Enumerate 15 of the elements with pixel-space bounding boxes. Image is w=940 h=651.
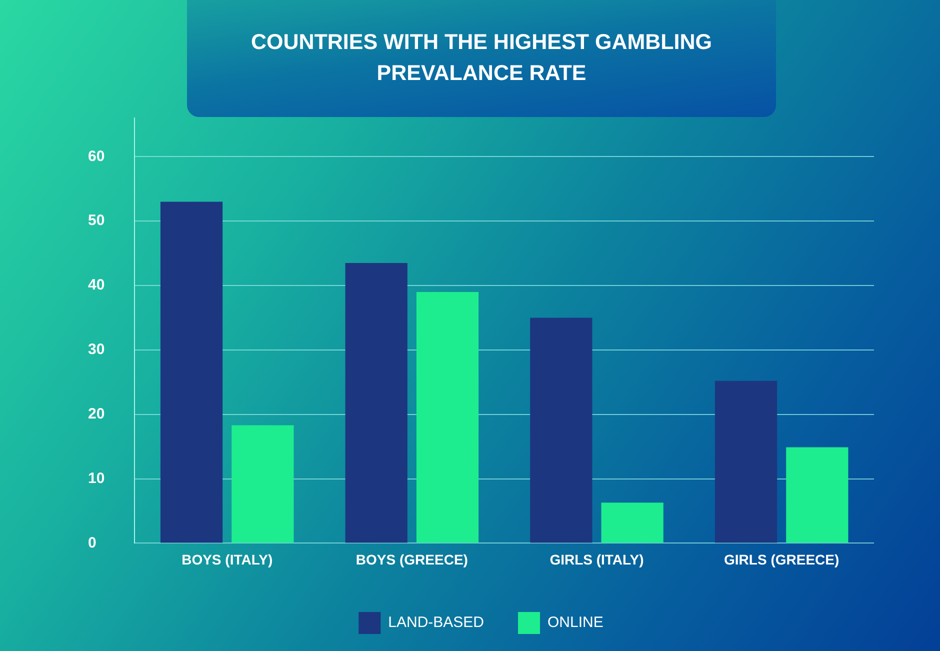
- title-panel: COUNTRIES WITH THE HIGHEST GAMBLING PREVALANCE RATE: [187, 0, 776, 117]
- x-tick-label: GIRLS (ITALY): [550, 551, 644, 568]
- y-tick-label: 30: [88, 341, 105, 358]
- chart-title: COUNTRIES WITH THE HIGHEST GAMBLING PREVALANCE RATE: [250, 29, 714, 87]
- y-tick-label: 40: [88, 276, 105, 294]
- y-tick-label: 50: [88, 212, 105, 230]
- legend-label: LAND-BASED: [388, 614, 484, 632]
- y-tick-label: 60: [88, 148, 105, 165]
- y-tick-label: 0: [88, 534, 96, 552]
- legend-label: ONLINE: [548, 614, 604, 632]
- y-tick-label: 10: [88, 470, 105, 487]
- y-tick-label: 20: [88, 405, 105, 422]
- x-tick-label: BOYS (GREECE): [356, 551, 468, 568]
- x-tick-label: GIRLS (GREECE): [724, 551, 840, 568]
- x-tick-label: BOYS (ITALY): [182, 551, 273, 568]
